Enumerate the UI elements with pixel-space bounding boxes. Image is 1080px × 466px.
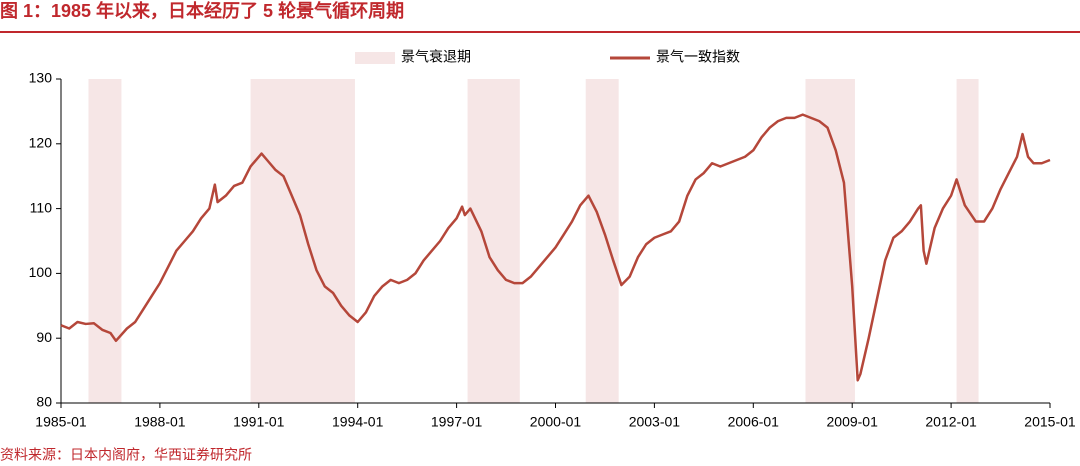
x-tick-label: 2006-01 [728, 414, 780, 430]
legend-label: 景气一致指数 [656, 49, 740, 65]
y-tick-label: 130 [29, 70, 53, 86]
chart-title: 图 1：1985 年以来，日本经历了 5 轮景气循环周期 [0, 0, 404, 21]
y-tick-label: 90 [36, 329, 52, 345]
x-tick-label: 2015-01 [1024, 414, 1076, 430]
y-tick-label: 120 [29, 135, 53, 151]
y-tick-label: 110 [30, 199, 53, 215]
legend-label: 景气衰退期 [401, 49, 471, 65]
x-tick-label: 1985-01 [35, 414, 87, 430]
series-line [60, 113, 1051, 382]
recession-band [467, 79, 520, 403]
recession-band [88, 79, 122, 403]
recession-band [956, 79, 979, 403]
x-tick-label: 1997-01 [431, 414, 483, 430]
source-note: 资料来源：日本内阁府，华西证券研究所 [0, 447, 252, 461]
x-tick-label: 1991-01 [233, 414, 285, 430]
y-tick-label: 100 [29, 264, 53, 280]
y-tick-label: 80 [36, 394, 52, 410]
x-tick-label: 2000-01 [530, 414, 582, 430]
x-tick-label: 2009-01 [827, 414, 879, 430]
x-tick-label: 2012-01 [925, 414, 977, 430]
recession-band [585, 79, 619, 403]
x-tick-label: 1994-01 [332, 414, 384, 430]
recession-band [250, 79, 355, 403]
legend-swatch [355, 52, 395, 64]
x-tick-label: 1988-01 [134, 414, 186, 430]
x-tick-label: 2003-01 [629, 414, 681, 430]
